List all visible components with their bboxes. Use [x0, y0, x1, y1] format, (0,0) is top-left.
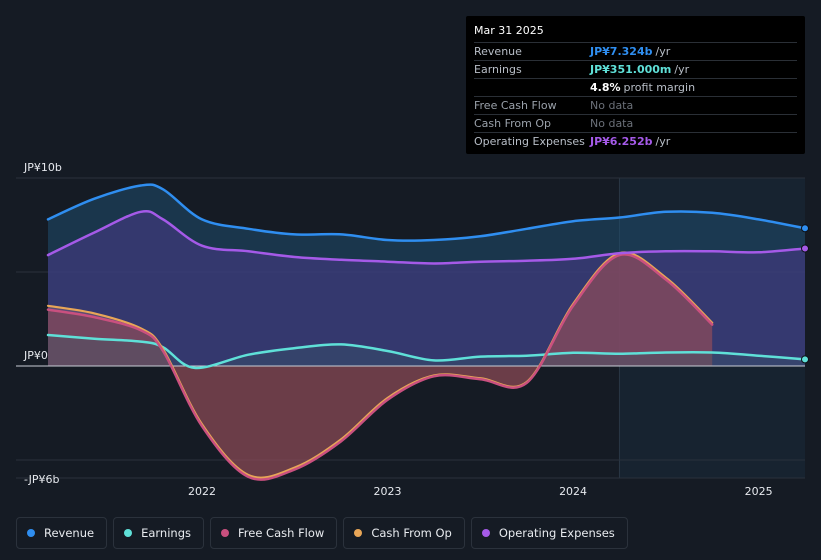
tooltip-row-value: 4.8%	[590, 81, 621, 94]
legend-dot-icon	[354, 529, 363, 537]
tooltip-row: Earnings JP¥351.000m/yr	[474, 60, 797, 78]
area-cash-from-op	[48, 252, 713, 478]
line-operating-expenses	[46, 210, 807, 265]
legend-label: Free Cash Flow	[238, 526, 325, 540]
series-end-markers	[801, 224, 809, 364]
tooltip-row-label: Free Cash Flow	[474, 99, 557, 112]
legend-label: Revenue	[44, 526, 95, 540]
x-axis-labels: 2022 2023 2024 2025	[188, 485, 773, 498]
tooltip-row-label: Earnings	[474, 63, 522, 76]
tooltip-row: Cash From Op No data	[474, 114, 797, 132]
tooltip-row-unit: /yr	[655, 135, 671, 148]
tooltip-row-value: No data	[590, 99, 634, 112]
end-marker-revenue	[801, 224, 809, 233]
tooltip-row-value: No data	[590, 117, 634, 130]
tooltip-row-label: Cash From Op	[474, 117, 552, 130]
legend-item-cash-from-op[interactable]: Cash From Op	[343, 517, 465, 549]
line-revenue	[46, 183, 807, 242]
tooltip-row: 4.8% profit margin	[474, 78, 797, 96]
x-tick-label: 2022	[188, 485, 216, 498]
y-axis-labels: JP¥10b JP¥0 -JP¥6b	[23, 161, 62, 486]
tooltip-row: Free Cash Flow No data	[474, 96, 797, 114]
x-tick-label: 2025	[745, 485, 773, 498]
y-tick-label: JP¥10b	[23, 161, 62, 174]
legend-label: Earnings	[141, 526, 191, 540]
area-earnings	[48, 335, 805, 368]
tooltip-row-value: JP¥351.000m	[590, 63, 672, 76]
line-free-cash-flow	[46, 253, 714, 481]
legend-dot-icon	[481, 529, 490, 537]
tooltip-row-label: Operating Expenses	[474, 135, 585, 148]
legend-dot-icon	[27, 529, 35, 537]
end-marker-earnings	[801, 355, 809, 364]
tooltip-row-value: JP¥6.252b	[590, 135, 653, 148]
legend-dot-icon	[221, 529, 229, 537]
y-tick-label: -JP¥6b	[24, 473, 59, 486]
chart-legend: Revenue Earnings Free Cash Flow Cash From O…	[16, 517, 628, 549]
tooltip-row-label: Revenue	[474, 45, 522, 58]
x-tick-label: 2023	[374, 485, 402, 498]
end-marker-operating-expenses	[801, 244, 809, 253]
legend-dot-icon	[124, 529, 133, 537]
y-tick-label: JP¥0	[23, 349, 48, 362]
legend-label: Cash From Op	[371, 526, 452, 540]
tooltip-row-unit: /yr	[655, 45, 671, 58]
data-tooltip: Mar 31 2025 Revenue JP¥7.324b/yr Earnings J…	[466, 16, 805, 154]
legend-item-free-cash-flow[interactable]: Free Cash Flow	[210, 517, 338, 549]
legend-label: Operating Expenses	[498, 526, 615, 540]
legend-item-earnings[interactable]: Earnings	[113, 517, 204, 549]
tooltip-row-unit: /yr	[674, 63, 690, 76]
x-tick-label: 2024	[559, 485, 587, 498]
tooltip-row-value: JP¥7.324b	[590, 45, 653, 58]
tooltip-row-unit: profit margin	[623, 81, 696, 94]
legend-item-revenue[interactable]: Revenue	[16, 517, 108, 549]
legend-item-operating-expenses[interactable]: Operating Expenses	[470, 517, 628, 549]
tooltip-row: Operating Expenses JP¥6.252b/yr	[474, 132, 797, 150]
tooltip-date: Mar 31 2025	[474, 24, 544, 37]
series-areas	[48, 184, 805, 480]
tooltip-row: Revenue JP¥7.324b/yr	[474, 42, 797, 60]
series-lines	[46, 183, 807, 481]
area-free-cash-flow	[48, 254, 713, 480]
